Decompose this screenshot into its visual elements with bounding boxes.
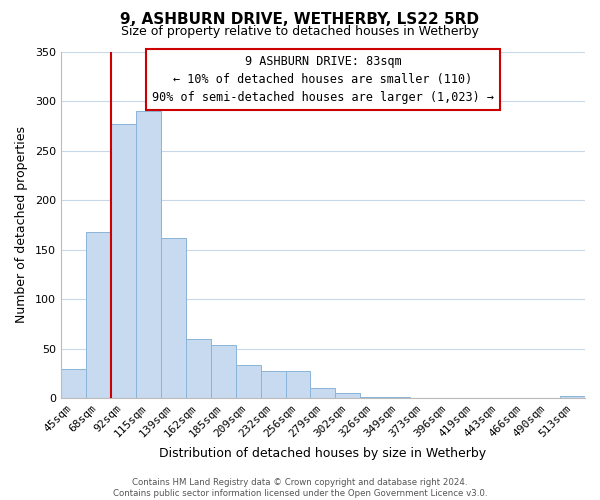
Text: 9, ASHBURN DRIVE, WETHERBY, LS22 5RD: 9, ASHBURN DRIVE, WETHERBY, LS22 5RD (121, 12, 479, 28)
Bar (61, 370, 86, 398)
Bar (136, 111, 161, 398)
Bar (161, 238, 186, 398)
Bar (86, 232, 111, 398)
Bar (211, 344, 236, 398)
Bar (335, 393, 361, 398)
Text: Size of property relative to detached houses in Wetherby: Size of property relative to detached ho… (121, 25, 479, 38)
Text: Contains HM Land Registry data © Crown copyright and database right 2024.
Contai: Contains HM Land Registry data © Crown c… (113, 478, 487, 498)
Bar (286, 372, 310, 398)
X-axis label: Distribution of detached houses by size in Wetherby: Distribution of detached houses by size … (160, 447, 487, 460)
Bar (310, 388, 335, 398)
Bar (111, 124, 136, 398)
Bar (361, 397, 385, 398)
Bar (385, 397, 410, 398)
Y-axis label: Number of detached properties: Number of detached properties (15, 126, 28, 324)
Text: 9 ASHBURN DRIVE: 83sqm
← 10% of detached houses are smaller (110)
90% of semi-de: 9 ASHBURN DRIVE: 83sqm ← 10% of detached… (152, 55, 494, 104)
Bar (186, 338, 211, 398)
Bar (260, 372, 286, 398)
Bar (560, 396, 585, 398)
Bar (236, 366, 260, 398)
